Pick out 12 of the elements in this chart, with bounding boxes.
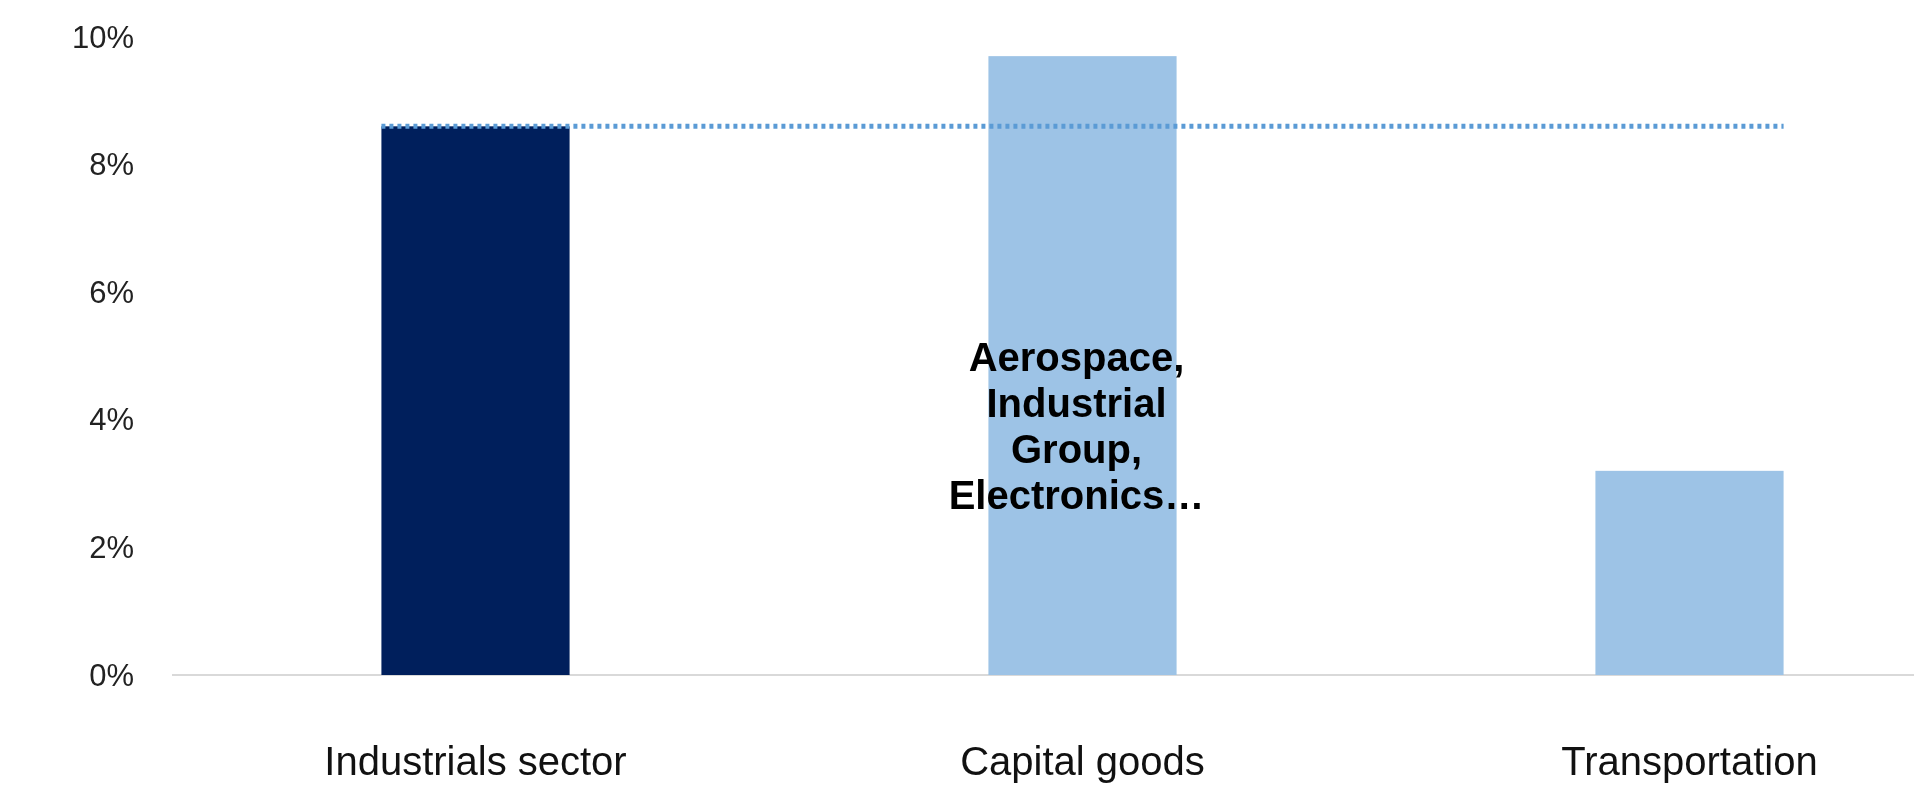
x-tick-label: Capital goods bbox=[960, 739, 1205, 783]
bar bbox=[381, 126, 570, 675]
bar bbox=[1595, 470, 1784, 675]
x-tick-label: Transportation bbox=[1561, 739, 1818, 783]
y-tick-label: 2% bbox=[89, 529, 134, 565]
x-tick-label: Industrials sector bbox=[324, 739, 627, 783]
y-tick-label: 8% bbox=[89, 147, 134, 183]
y-tick-label: 0% bbox=[89, 657, 134, 693]
y-tick-label: 4% bbox=[89, 402, 134, 438]
y-tick-label: 6% bbox=[89, 274, 134, 310]
y-tick-label: 10% bbox=[71, 19, 134, 55]
annotation: Aerospace, Industrial Group, Electronics… bbox=[948, 335, 1205, 518]
